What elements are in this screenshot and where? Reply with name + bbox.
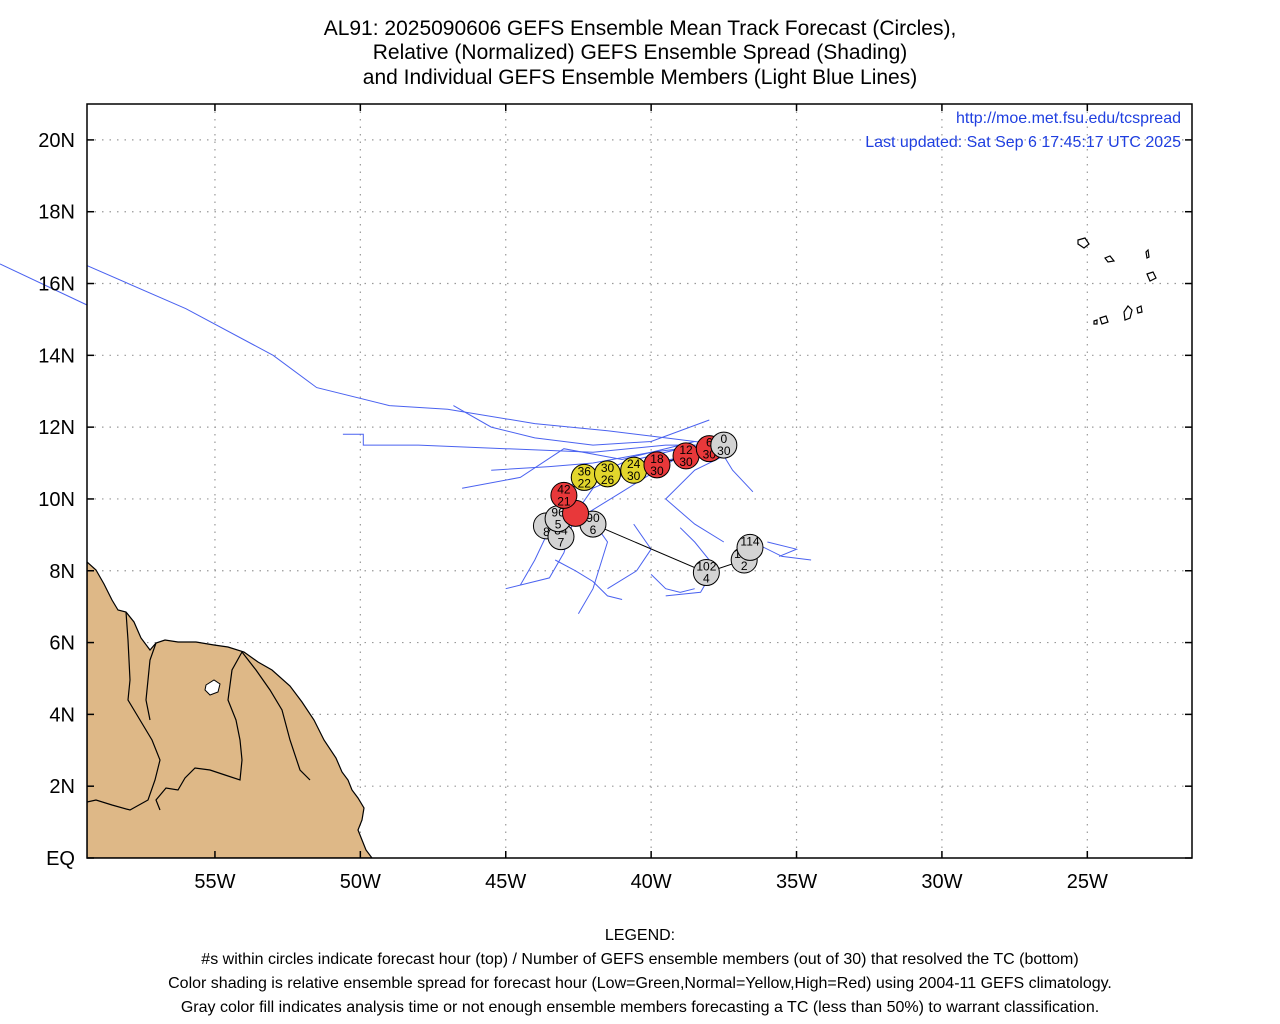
lon-tick-label: 30W [921, 871, 962, 893]
legend-line3: Gray color fill indicates analysis time … [180, 999, 1100, 1016]
chart-title-line1: AL91: 2025090606 GEFS Ensemble Mean Trac… [323, 17, 957, 40]
ensemble-member-track [723, 455, 754, 493]
lat-tick-label: 2N [49, 776, 75, 798]
lat-tick-label: 4N [49, 704, 75, 726]
forecast-hour-label: 6 [706, 436, 713, 450]
source-url-link[interactable]: http://moe.met.fsu.edu/tcspread [956, 110, 1181, 127]
member-count-label: 4 [703, 572, 710, 586]
forecast-hour-label: 0 [720, 432, 727, 446]
lat-tick-label: 12N [38, 417, 75, 439]
legend-line2: Color shading is relative ensemble sprea… [168, 975, 1112, 992]
longitude-axis: 55W 50W 45W 40W 35W 30W 25W [194, 104, 1108, 893]
mean-track-circles: 1024120211490688479654221362230262430183… [532, 431, 764, 587]
ensemble-member-track [767, 541, 799, 557]
lat-tick-label: EQ [46, 848, 75, 870]
lat-tick-label: 10N [38, 489, 75, 511]
member-count-label: 30 [679, 455, 693, 469]
member-count-label: 22 [578, 476, 592, 490]
forecast-hour-label: 24 [627, 457, 641, 471]
lon-tick-label: 25W [1067, 871, 1108, 893]
latitude-axis: 20N 18N 16N 14N 12N 10N 8N 6N 4N 2N EQ [38, 130, 1192, 870]
plot-frame [86, 103, 1193, 859]
lat-tick-label: 18N [38, 202, 75, 224]
member-count-label: 30 [627, 469, 641, 483]
member-count-label: 26 [601, 473, 615, 487]
lon-tick-label: 55W [194, 871, 235, 893]
lat-tick-label: 20N [38, 130, 75, 152]
forecast-hour-label: 30 [601, 461, 615, 475]
ensemble-member-track [462, 441, 695, 489]
forecast-hour-label: 36 [578, 464, 592, 478]
member-count-label: 8 [543, 525, 550, 539]
lat-tick-label: 16N [38, 274, 75, 296]
forecast-hour-label: 18 [650, 452, 664, 466]
ensemble-member-track [491, 444, 710, 471]
track-point-circle: 114 [736, 533, 764, 561]
ensemble-member-track [650, 574, 695, 593]
lat-tick-label: 8N [49, 561, 75, 583]
chart-title-line3: and Individual GEFS Ensemble Members (Li… [362, 66, 918, 89]
forecast-hour-label: 102 [696, 560, 716, 574]
lon-tick-label: 40W [631, 871, 672, 893]
track-circle-fill [736, 533, 764, 561]
lake-shape [204, 679, 221, 696]
member-count-label: 2 [741, 559, 748, 573]
member-track-outside-segment [0, 263, 88, 306]
ensemble-member-track [342, 433, 724, 453]
legend-line1: #s within circles indicate forecast hour… [201, 951, 1079, 968]
country-border-lines [87, 611, 311, 811]
track-circle-fill [594, 460, 622, 488]
lon-tick-label: 50W [340, 871, 381, 893]
lat-tick-label: 6N [49, 633, 75, 655]
lon-tick-label: 35W [776, 871, 817, 893]
cape-verde-islands [1077, 237, 1157, 325]
ensemble-member-track [453, 405, 710, 446]
ensemble-member-track [664, 455, 725, 543]
last-updated-text: Last updated: Sat Sep 6 17:45:17 UTC 202… [865, 134, 1181, 151]
member-count-label: 30 [717, 444, 731, 458]
track-circle-fill [643, 451, 671, 479]
lat-tick-label: 14N [38, 345, 75, 367]
track-circle-fill [550, 481, 578, 509]
forecast-hour-label: 42 [557, 482, 571, 496]
forecast-hour-label: 12 [679, 443, 693, 457]
track-circle-fill [692, 559, 720, 587]
south-america-land [87, 561, 373, 858]
ensemble-member-track [554, 559, 623, 600]
chart-title-line2: Relative (Normalized) GEFS Ensemble Spre… [372, 41, 908, 64]
member-count-label: 5 [555, 518, 562, 532]
forecast-hour-label: 90 [586, 511, 600, 525]
member-count-label: 21 [557, 494, 571, 508]
lon-tick-label: 45W [485, 871, 526, 893]
ensemble-member-track [607, 523, 652, 590]
track-point-circle: 030 [710, 431, 738, 459]
track-circle-fill [710, 431, 738, 459]
forecast-hour-label: 114 [740, 534, 759, 548]
ensemble-member-track [87, 265, 724, 446]
legend-heading: LEGEND: [604, 927, 676, 944]
member-count-label: 7 [558, 536, 565, 550]
member-count-label: 6 [590, 523, 597, 537]
member-count-label: 30 [650, 464, 664, 478]
forecast-hour-label: 96 [551, 506, 565, 520]
